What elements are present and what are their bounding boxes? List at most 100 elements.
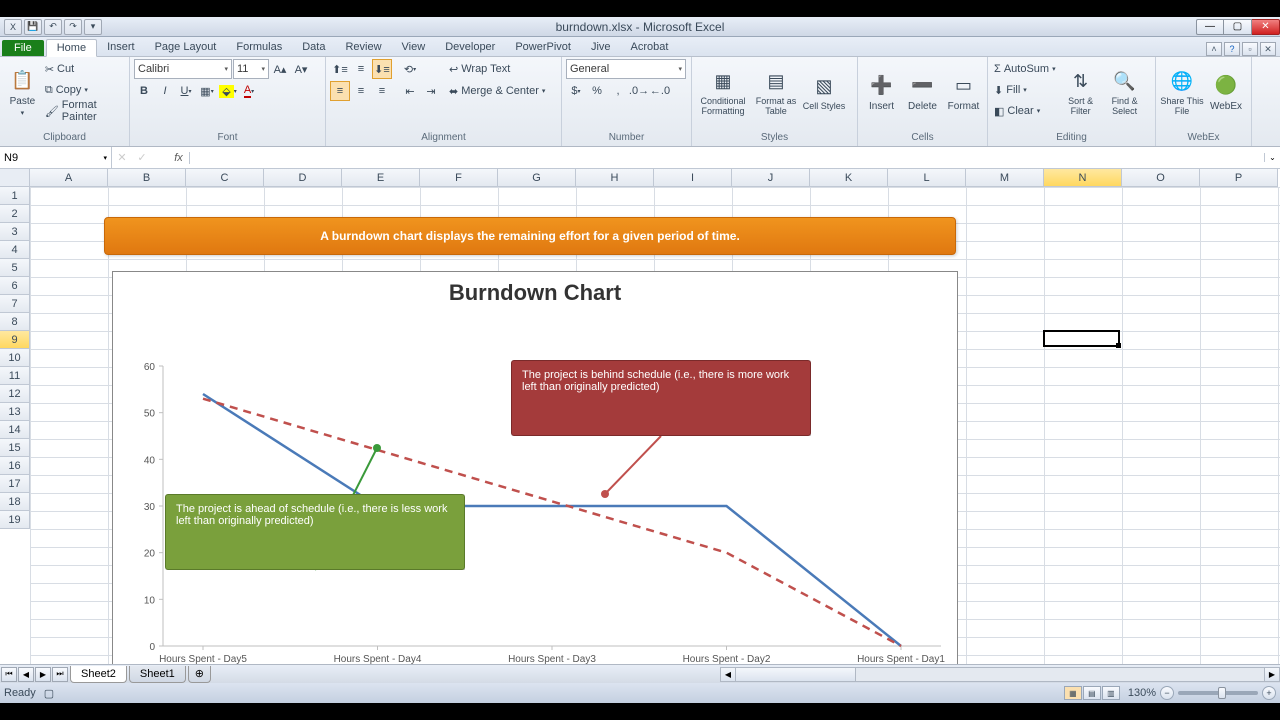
row-header-18[interactable]: 18	[0, 493, 30, 511]
wrap-text-button[interactable]: ↩Wrap Text	[447, 59, 547, 79]
conditional-formatting-button[interactable]: ▦Conditional Formatting	[696, 59, 750, 125]
tab-home[interactable]: Home	[46, 39, 97, 57]
cells-area[interactable]: A burndown chart displays the remaining …	[30, 187, 1280, 664]
autosum-button[interactable]: ΣAutoSum▾	[992, 59, 1058, 79]
col-header-F[interactable]: F	[420, 169, 498, 187]
row-header-16[interactable]: 16	[0, 457, 30, 475]
redo-button[interactable]: ↷	[64, 19, 82, 35]
row-header-9[interactable]: 9	[0, 331, 30, 349]
tab-formulas[interactable]: Formulas	[226, 39, 292, 56]
grow-font-button[interactable]: A▴	[270, 59, 290, 79]
row-header-6[interactable]: 6	[0, 277, 30, 295]
underline-button[interactable]: U▾	[176, 81, 196, 101]
percent-button[interactable]: %	[587, 81, 607, 101]
select-all-corner[interactable]	[0, 169, 30, 187]
tab-powerpivot[interactable]: PowerPivot	[505, 39, 581, 56]
paste-button[interactable]: 📋 Paste ▾	[4, 59, 41, 125]
webex-button[interactable]: 🟢WebEx	[1206, 59, 1246, 125]
font-color-button[interactable]: A▾	[239, 81, 259, 101]
merge-center-button[interactable]: ⬌Merge & Center▾	[447, 81, 547, 101]
macro-record-icon[interactable]: ▢	[44, 687, 54, 700]
minimize-button[interactable]: —	[1196, 19, 1224, 35]
prev-sheet-button[interactable]: ◀	[18, 667, 34, 682]
col-header-E[interactable]: E	[342, 169, 420, 187]
qat-customize[interactable]: ▾	[84, 19, 102, 35]
next-sheet-button[interactable]: ▶	[35, 667, 51, 682]
tab-data[interactable]: Data	[292, 39, 335, 56]
tab-review[interactable]: Review	[335, 39, 391, 56]
col-header-I[interactable]: I	[654, 169, 732, 187]
align-center-button[interactable]: ≡	[351, 81, 371, 101]
last-sheet-button[interactable]: ⏭	[52, 667, 68, 682]
minimize-ribbon-button[interactable]: ˄	[1206, 42, 1222, 56]
page-break-view-button[interactable]: ▥	[1102, 686, 1120, 700]
new-sheet-button[interactable]: ⊕	[188, 666, 211, 683]
row-header-4[interactable]: 4	[0, 241, 30, 259]
row-header-7[interactable]: 7	[0, 295, 30, 313]
zoom-out-button[interactable]: −	[1160, 686, 1174, 700]
row-header-3[interactable]: 3	[0, 223, 30, 241]
excel-icon[interactable]: X	[4, 19, 22, 35]
cut-button[interactable]: ✂Cut	[43, 59, 125, 79]
zoom-in-button[interactable]: +	[1262, 686, 1276, 700]
align-right-button[interactable]: ≡	[372, 81, 392, 101]
clear-button[interactable]: ◧Clear▾	[992, 101, 1058, 121]
sort-filter-button[interactable]: ⇅Sort & Filter	[1060, 59, 1102, 125]
format-painter-button[interactable]: 🖌Format Painter	[43, 101, 125, 121]
sheet-tab-sheet2[interactable]: Sheet2	[70, 666, 127, 683]
tab-page-layout[interactable]: Page Layout	[145, 39, 227, 56]
save-button[interactable]: 💾	[24, 19, 42, 35]
bold-button[interactable]: B	[134, 81, 154, 101]
col-header-G[interactable]: G	[498, 169, 576, 187]
normal-view-button[interactable]: ▦	[1064, 686, 1082, 700]
number-format-combo[interactable]: General▾	[566, 59, 686, 79]
row-header-14[interactable]: 14	[0, 421, 30, 439]
increase-decimal-button[interactable]: .0→	[629, 81, 649, 101]
accounting-format-button[interactable]: $▾	[566, 81, 586, 101]
name-box[interactable]: N9▾	[0, 147, 112, 168]
font-name-combo[interactable]: Calibri▾	[134, 59, 232, 79]
col-header-K[interactable]: K	[810, 169, 888, 187]
col-header-N[interactable]: N	[1044, 169, 1122, 187]
worksheet-grid[interactable]: ABCDEFGHIJKLMNOP 12345678910111213141516…	[0, 169, 1280, 664]
fx-icon[interactable]: fx	[168, 152, 190, 164]
col-header-A[interactable]: A	[30, 169, 108, 187]
row-header-10[interactable]: 10	[0, 349, 30, 367]
tab-acrobat[interactable]: Acrobat	[621, 39, 679, 56]
comma-button[interactable]: ,	[608, 81, 628, 101]
border-button[interactable]: ▦▾	[197, 81, 217, 101]
selected-cell[interactable]	[1043, 330, 1120, 347]
row-header-17[interactable]: 17	[0, 475, 30, 493]
delete-cells-button[interactable]: ➖Delete	[903, 59, 942, 125]
row-header-12[interactable]: 12	[0, 385, 30, 403]
decrease-decimal-button[interactable]: ←.0	[650, 81, 670, 101]
cell-styles-button[interactable]: ▧Cell Styles	[802, 59, 846, 125]
tab-insert[interactable]: Insert	[97, 39, 145, 56]
tab-developer[interactable]: Developer	[435, 39, 505, 56]
align-middle-button[interactable]: ≡	[351, 59, 371, 79]
col-header-B[interactable]: B	[108, 169, 186, 187]
maximize-button[interactable]: ▢	[1224, 19, 1252, 35]
col-header-O[interactable]: O	[1122, 169, 1200, 187]
horizontal-scrollbar[interactable]: ◀ ▶	[720, 667, 1280, 682]
sheet-tab-sheet1[interactable]: Sheet1	[129, 666, 186, 683]
enter-formula-button[interactable]: ✓	[132, 148, 152, 168]
help-button[interactable]: ?	[1224, 42, 1240, 56]
row-header-8[interactable]: 8	[0, 313, 30, 331]
shrink-font-button[interactable]: A▾	[291, 59, 311, 79]
row-header-13[interactable]: 13	[0, 403, 30, 421]
row-header-15[interactable]: 15	[0, 439, 30, 457]
format-as-table-button[interactable]: ▤Format as Table	[752, 59, 800, 125]
decrease-indent-button[interactable]: ⇤	[400, 81, 420, 101]
increase-indent-button[interactable]: ⇥	[421, 81, 441, 101]
scroll-right-button[interactable]: ▶	[1264, 668, 1279, 681]
row-header-11[interactable]: 11	[0, 367, 30, 385]
scroll-thumb[interactable]	[736, 668, 856, 681]
close-workbook-button[interactable]: ✕	[1260, 42, 1276, 56]
undo-button[interactable]: ↶	[44, 19, 62, 35]
burndown-chart[interactable]: Burndown Chart 0102030405060Hours Spent …	[112, 271, 958, 664]
scroll-track[interactable]	[856, 668, 1264, 681]
copy-button[interactable]: ⧉Copy▾	[43, 80, 125, 100]
font-size-combo[interactable]: 11▾	[233, 59, 269, 79]
col-header-L[interactable]: L	[888, 169, 966, 187]
